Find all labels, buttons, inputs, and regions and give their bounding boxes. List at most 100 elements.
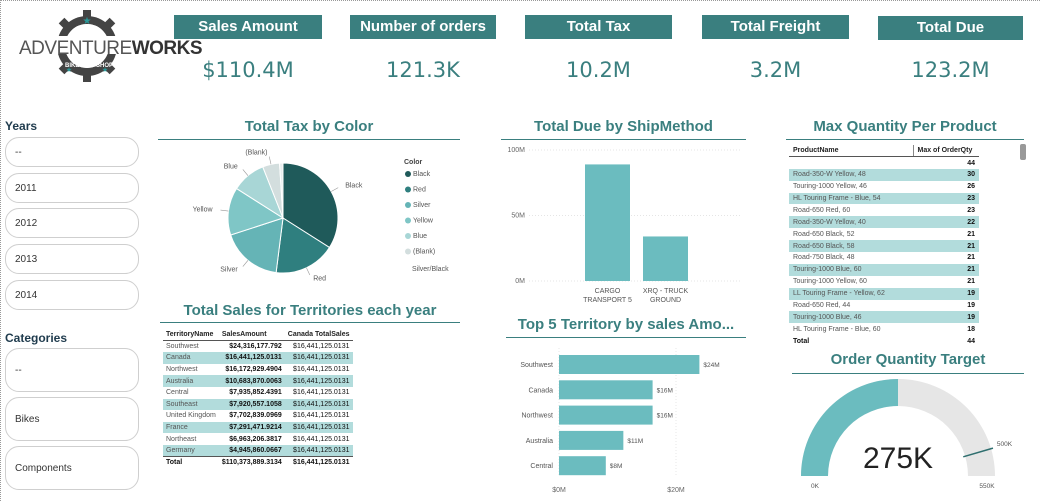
territory-row[interactable]: Southwest $24,316,177.792 $16,441,125.0131 <box>163 341 353 353</box>
pie-slice-label: Silver <box>220 267 238 274</box>
maxqty-row[interactable]: 44 <box>789 157 979 169</box>
canada-total-cell: $16,441,125.0131 <box>293 366 350 374</box>
maxqty-row[interactable]: Touring-1000 Yellow, 46 26 <box>789 181 979 193</box>
maxqty-row[interactable]: Touring-1000 Blue, 60 21 <box>789 263 979 276</box>
maxqty-header-product[interactable]: ProductName <box>789 145 913 158</box>
territory-row[interactable]: United Kingdom $7,702,839.0969 $16,441,125… <box>163 410 353 422</box>
territory-header-sales[interactable]: SalesAmount <box>218 329 285 342</box>
shipmethod-ytick: 100M <box>507 147 525 154</box>
categories-option-components[interactable]: Components <box>5 446 139 490</box>
top5-value-label: $16M <box>657 387 673 394</box>
territory-row[interactable]: Canada $16,441,125.0131 $16,441,125.0131 <box>163 352 353 364</box>
years-option-2014[interactable]: 2014 <box>5 280 139 310</box>
pie-legend-item: Blue <box>413 233 427 240</box>
territory-table-title: Total Sales for Territories each year <box>183 302 437 319</box>
territory-name-cell: Canada <box>163 352 219 364</box>
max-qty-cell: 21 <box>967 254 975 262</box>
kpi-title-total-tax: Total Tax <box>525 15 672 39</box>
kpi-title-total-freight: Total Freight <box>702 15 849 39</box>
product-name-cell: LL Touring Frame - Yellow, 62 <box>789 287 913 300</box>
pie-slice-label: (Blank) <box>245 150 267 157</box>
years-option-2013[interactable]: 2013 <box>5 244 139 274</box>
years-option-2011[interactable]: 2011 <box>5 173 139 203</box>
maxqty-row[interactable]: Touring-1000 Blue, 46 19 <box>789 311 979 324</box>
pie-legend-item: Black <box>413 171 431 178</box>
gauge-chart[interactable]: 275K 0K 550K 500K <box>792 376 1032 498</box>
product-name-cell: Touring-1000 Yellow, 46 <box>793 183 867 191</box>
pie-chart[interactable]: Black Red Silver Yellow Blue (Blank) Color Blac… <box>158 142 460 302</box>
territory-name-cell: Northwest <box>166 366 198 374</box>
top5-xtick: $20M <box>667 487 685 494</box>
maxqty-row[interactable]: Road-350-W Yellow, 48 30 <box>789 168 979 181</box>
svg-text:★: ★ <box>66 66 72 74</box>
maxqty-row[interactable]: Road-650 Black, 58 21 <box>789 240 979 253</box>
pie-slice-silver <box>230 217 284 274</box>
territory-row[interactable]: Northwest $16,172,929.4904 $16,441,125.013… <box>163 364 353 376</box>
years-option-2012[interactable]: 2012 <box>5 208 139 238</box>
max-qty-cell: 30 <box>913 168 979 181</box>
kpi-value-sales-amount: $110.4M <box>202 58 294 82</box>
maxqty-title-underline <box>786 139 1024 140</box>
top5-bar <box>559 380 653 400</box>
gauge-value-arc <box>801 379 898 476</box>
top5-category-label: Northwest <box>521 413 553 420</box>
years-option-all[interactable]: -- <box>5 137 139 167</box>
territory-row[interactable]: Central $7,935,852.4391 $16,441,125.0131 <box>163 387 353 399</box>
top5-chart[interactable]: $0M $20M Southwest $24M Canada $16M Northwest $… <box>506 340 750 500</box>
maxqty-row[interactable]: Road-650 Red, 44 19 <box>789 300 979 312</box>
canada-total-cell: $16,441,125.0131 <box>284 375 353 387</box>
categories-option-bikes[interactable]: Bikes <box>5 397 139 441</box>
pie-slice-label: Red <box>313 276 326 283</box>
maxqty-header-qty[interactable]: Max of OrderQty <box>912 145 979 158</box>
maxqty-row[interactable]: HL Touring Frame - Blue, 60 18 <box>789 323 979 335</box>
top5-category-label: Southwest <box>520 362 553 369</box>
kpi-value-total-tax: 10.2M <box>566 58 631 82</box>
maxqty-row[interactable]: LL Touring Frame - Yellow, 62 19 <box>789 287 979 300</box>
canada-total-cell: $16,441,125.0131 <box>293 389 350 397</box>
svg-text:★: ★ <box>83 16 92 27</box>
territory-row[interactable]: Northeast $6,963,206.3817 $16,441,125.0131 <box>163 433 353 445</box>
maxqty-total-row: Total 44 <box>789 335 979 345</box>
maxqty-row[interactable]: Road-650 Red, 60 23 <box>789 204 979 216</box>
shipmethod-ytick: 0M <box>515 278 525 285</box>
territory-total-row: Total $110,373,889.3134 $16,441,125.0131 <box>163 456 353 469</box>
maxqty-scrollbar[interactable] <box>1020 144 1026 160</box>
canada-total-cell: $16,441,125.0131 <box>293 343 350 351</box>
categories-option-all[interactable]: -- <box>5 348 139 392</box>
max-qty-cell: 23 <box>967 206 975 214</box>
canada-total-cell: $16,441,125.0131 <box>284 352 353 364</box>
territory-total-cell: $16,441,125.0131 <box>284 456 353 469</box>
product-name-cell: Touring-1000 Blue, 60 <box>789 263 913 276</box>
territory-title-underline <box>160 322 460 323</box>
sales-amount-cell: $7,702,839.0969 <box>229 412 282 420</box>
kpi-value-total-freight: 3.2M <box>749 58 802 82</box>
gauge-title-underline <box>792 373 1024 374</box>
pie-slice-label: Yellow <box>193 207 214 214</box>
maxqty-row[interactable]: Road-750 Black, 48 21 <box>789 252 979 264</box>
territory-row[interactable]: France $7,291,471.9214 $16,441,125.0131 <box>163 421 353 434</box>
pie-legend-item: Silver/Black <box>412 266 449 273</box>
maxqty-total-cell: Total <box>793 337 810 345</box>
kpi-title-total-due: Total Due <box>878 16 1023 40</box>
territory-row[interactable]: Southeast $7,920,557.1058 $16,441,125.0131 <box>163 398 353 411</box>
maxqty-row[interactable]: Touring-1000 Yellow, 60 21 <box>789 276 979 288</box>
gauge-value-label: 275K <box>863 442 933 475</box>
maxqty-row[interactable]: Road-650 Black, 52 21 <box>789 228 979 240</box>
top5-value-label: $24M <box>703 362 719 369</box>
maxqty-row[interactable]: HL Touring Frame - Blue, 54 23 <box>789 192 979 205</box>
maxqty-row[interactable]: Road-350-W Yellow, 40 22 <box>789 216 979 229</box>
pie-slice-silverblack <box>279 162 284 219</box>
max-qty-cell: 19 <box>913 311 979 324</box>
gear-logo-icon: ★ ★ ★ <box>16 10 158 82</box>
shipmethod-chart[interactable]: 100M 50M 0M CARGO TRANSPORT 5 XRQ - TRUCK GROU… <box>501 142 746 310</box>
categories-slicer-title: Categories <box>5 331 68 345</box>
territory-header-canada[interactable]: Canada TotalSales <box>284 329 353 342</box>
territory-row[interactable]: Germany $4,945,860.0667 $16,441,125.0131 <box>163 444 353 457</box>
years-slicer-title: Years <box>5 119 38 133</box>
top5-category-label: Central <box>530 463 553 470</box>
product-name-cell: HL Touring Frame - Blue, 60 <box>793 325 881 333</box>
territory-header-name[interactable]: TerritoryName <box>163 329 219 342</box>
territory-row[interactable]: Australia $10,683,870.0063 $16,441,125.013… <box>163 375 353 387</box>
territory-name-cell: Australia <box>163 375 219 387</box>
top5-chart-title: Top 5 Territory by sales Amo... <box>517 316 735 333</box>
